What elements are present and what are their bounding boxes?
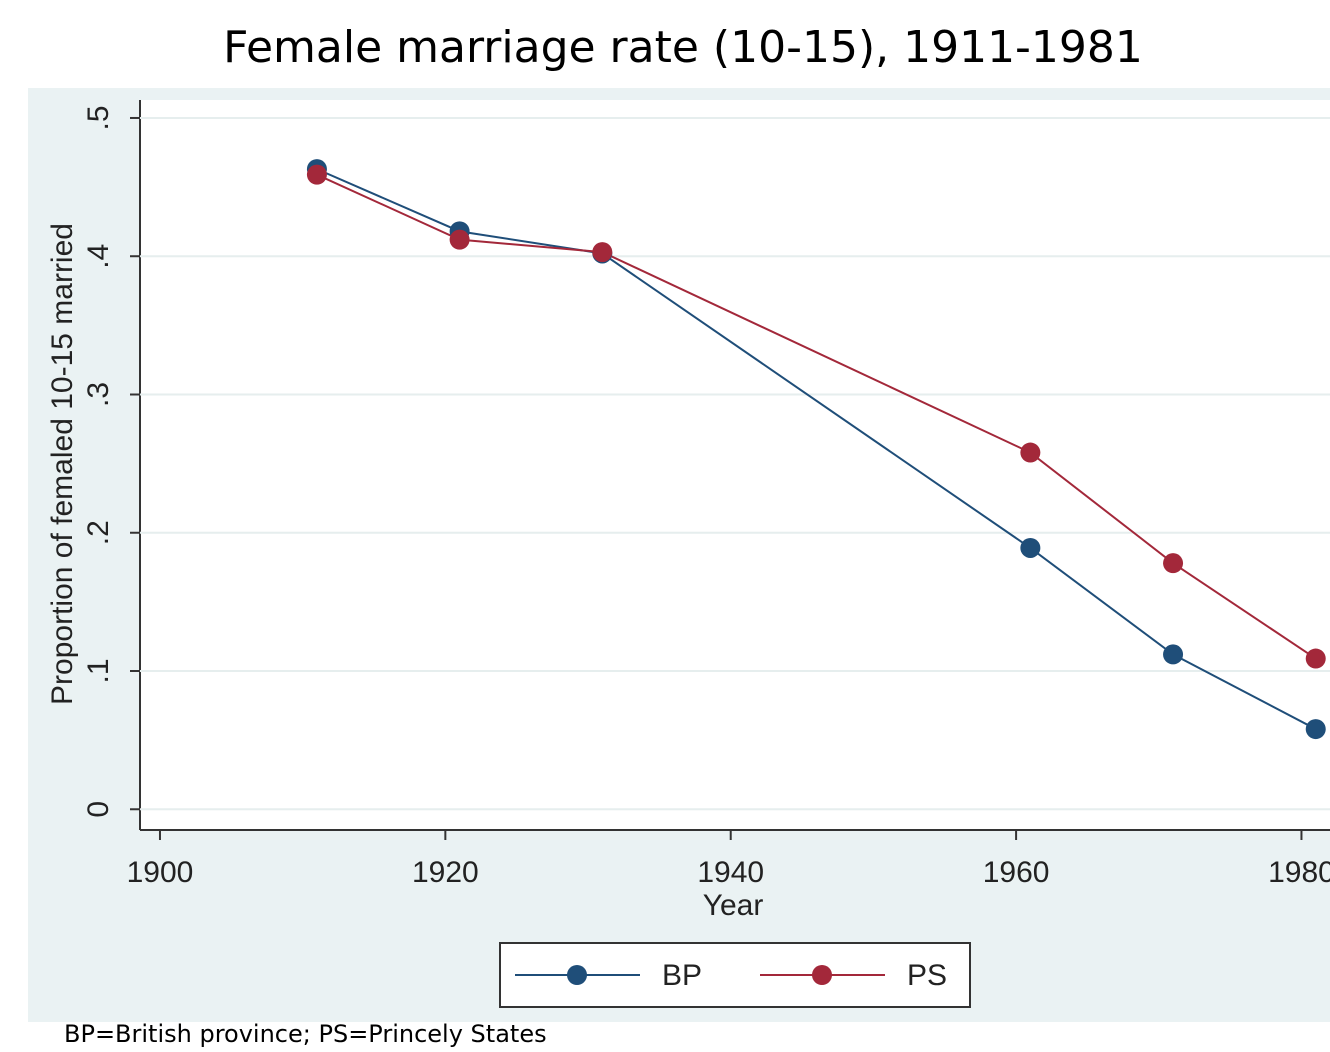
data-point bbox=[1020, 537, 1041, 558]
x-tick-label: 1940 bbox=[697, 856, 764, 889]
data-point bbox=[1305, 719, 1326, 740]
chart-title: Female marriage rate (10-15), 1911-1981 bbox=[223, 22, 1143, 73]
y-tick-label: .4 bbox=[82, 244, 115, 269]
data-point bbox=[1163, 553, 1184, 574]
footnote: BP=British province; PS=Princely States bbox=[64, 1020, 547, 1048]
x-tick-label: 1900 bbox=[127, 856, 194, 889]
data-point bbox=[1020, 442, 1041, 463]
y-axis-title: Proportion of femaled 10-15 married bbox=[46, 223, 79, 705]
x-tick-label: 1960 bbox=[983, 856, 1050, 889]
legend-marker bbox=[567, 965, 587, 985]
x-tick-label: 1980 bbox=[1268, 856, 1330, 889]
legend-label: BP bbox=[662, 959, 702, 992]
data-point bbox=[449, 229, 470, 250]
plot-area bbox=[140, 100, 1330, 830]
data-point bbox=[1163, 644, 1184, 665]
legend-marker bbox=[812, 965, 832, 985]
data-point bbox=[306, 164, 327, 185]
series-line bbox=[316, 168, 1317, 730]
y-tick-label: .5 bbox=[82, 105, 115, 130]
series-line bbox=[316, 173, 1317, 660]
y-tick-label: .2 bbox=[82, 520, 115, 545]
x-tick-label: 1920 bbox=[412, 856, 479, 889]
legend-label: PS bbox=[907, 959, 947, 992]
y-tick-label: .1 bbox=[82, 658, 115, 683]
y-tick-label: .3 bbox=[82, 382, 115, 407]
y-tick-label: 0 bbox=[82, 801, 115, 818]
data-point bbox=[1305, 648, 1326, 669]
data-point bbox=[592, 242, 613, 263]
x-axis-title: Year bbox=[703, 889, 764, 922]
